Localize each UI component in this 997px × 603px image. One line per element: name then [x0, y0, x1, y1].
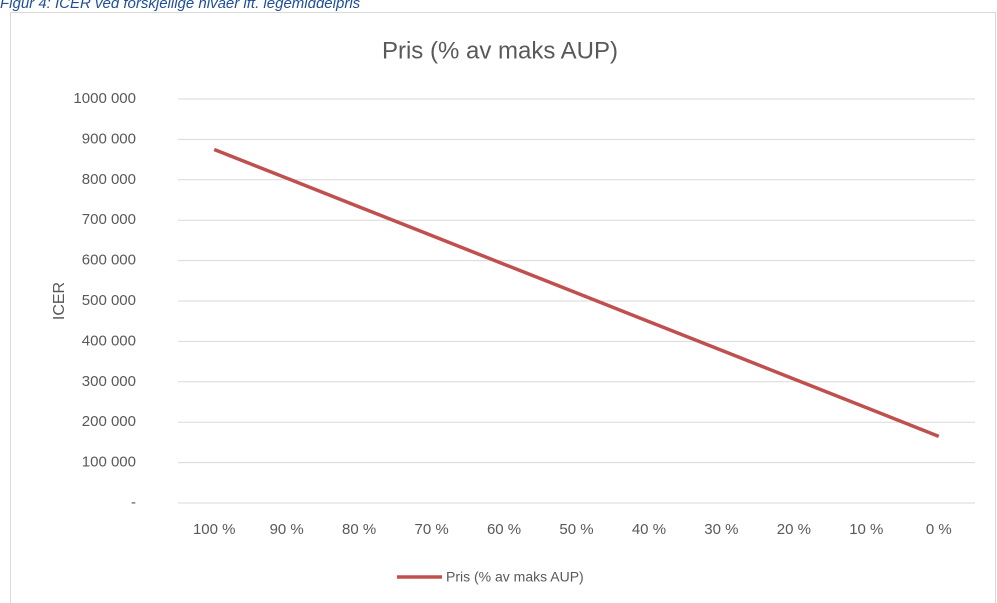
figure-caption: Figur 4: ICER ved forskjellige nivåer if… [0, 0, 361, 12]
y-tick-label: 800 000 [82, 171, 136, 188]
chart-title: Pris (% av maks AUP) [382, 37, 618, 64]
y-tick-label: 400 000 [82, 332, 136, 349]
x-tick-label: 50 % [559, 521, 593, 538]
x-tick-label: 100 % [193, 521, 236, 538]
y-tick-label: 1000 000 [73, 90, 136, 107]
x-tick-label: 60 % [487, 521, 521, 538]
line-series [213, 147, 940, 438]
x-tick-label: 30 % [704, 521, 738, 538]
y-axis-label: ICER [51, 282, 68, 320]
y-tick-label: 600 000 [82, 252, 136, 269]
y-tick-label: 900 000 [82, 130, 136, 147]
x-tick-label: 20 % [777, 521, 811, 538]
x-tick-label: 90 % [270, 521, 304, 538]
x-tick-label: 0 % [926, 521, 952, 538]
y-tick-label: 500 000 [82, 292, 136, 309]
x-tick-label: 40 % [632, 521, 666, 538]
y-tick-label: 700 000 [82, 211, 136, 228]
x-tick-label: 10 % [849, 521, 883, 538]
chart-frame [10, 12, 996, 603]
y-tick-label: 200 000 [82, 413, 136, 430]
legend-label: Pris (% av maks AUP) [446, 569, 584, 585]
x-tick-label: 80 % [342, 521, 376, 538]
y-tick-label: 300 000 [82, 373, 136, 390]
x-tick-label: 70 % [414, 521, 448, 538]
y-tick-label: - [131, 494, 136, 511]
y-tick-label: 100 000 [82, 454, 136, 471]
